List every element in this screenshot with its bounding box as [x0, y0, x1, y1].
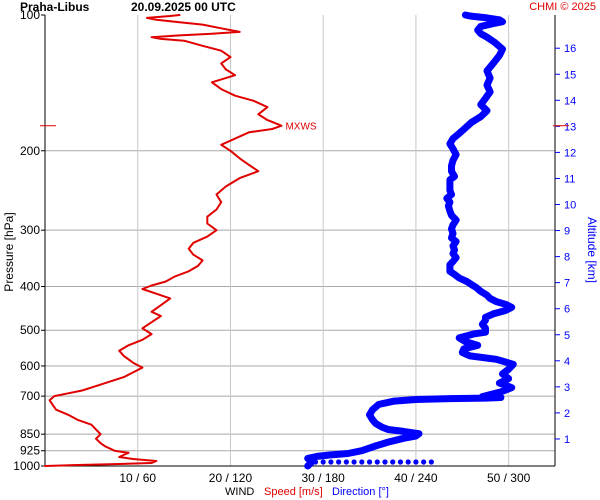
altitude-tick-label: 7	[564, 278, 570, 290]
altitude-tick-label: 11	[564, 173, 575, 185]
wind-tick-label: 20 / 120	[209, 471, 253, 485]
pressure-tick-label: 850	[20, 427, 40, 441]
pressure-tick-label: 300	[20, 223, 40, 237]
pressure-tick-label: 100	[20, 8, 40, 22]
altitude-tick-label: 4	[564, 356, 570, 368]
axes-frame	[44, 15, 556, 467]
pressure-tick-label: 600	[20, 359, 40, 373]
altitude-tick-label: 5	[564, 330, 570, 342]
direction-marker	[390, 459, 396, 465]
direction-marker	[405, 459, 411, 465]
series-layer	[44, 11, 517, 470]
pressure-tick-label: 1000	[13, 459, 40, 473]
wind-title: WIND	[225, 486, 254, 498]
direction-legend-label: Direction [°]	[332, 486, 389, 498]
altitude-tick-label: 12	[564, 147, 576, 159]
pressure-axis-title: Pressure [hPa]	[2, 212, 16, 291]
altitude-tick-label: 16	[564, 43, 576, 55]
altitude-tick-label: 14	[564, 95, 576, 107]
direction-marker	[343, 459, 349, 465]
direction-marker	[336, 459, 342, 465]
wind-tick-label: 50 / 300	[487, 471, 531, 485]
altitude-tick-label: 1	[564, 434, 570, 446]
axis-titles: Pressure [hPa] Altitude [km] WIND Speed [m/…	[2, 212, 599, 498]
mxws-annotation: MXWS	[40, 122, 569, 133]
direction-marker	[320, 459, 326, 465]
pressure-tick-label: 400	[20, 280, 40, 294]
pressure-tick-label: 200	[20, 144, 40, 158]
altitude-tick-label: 15	[564, 69, 576, 81]
pressure-tick-label: 500	[20, 323, 40, 337]
altitude-axis-title: Altitude [km]	[585, 217, 599, 283]
altitude-tick-label: 10	[564, 200, 576, 212]
direction-marker	[359, 459, 365, 465]
direction-marker	[397, 459, 404, 465]
altitude-tick-label: 13	[564, 121, 576, 133]
wind-axis: 10 / 60 20 / 120 30 / 180 40 / 240 50 / 300	[119, 471, 530, 485]
mxws-label: MXWS	[285, 122, 316, 133]
direction-marker	[374, 459, 380, 465]
altitude-tick-label: 2	[564, 408, 570, 420]
wind-tick-label: 30 / 180	[301, 471, 345, 485]
surface-direction-markers	[312, 459, 434, 465]
direction-marker	[413, 459, 419, 465]
credit-label: CHMI © 2025	[529, 1, 596, 13]
altitude-tick-label: 8	[564, 252, 570, 264]
direction-marker	[428, 459, 434, 465]
direction-marker	[328, 459, 334, 465]
altitude-tick-label: 6	[564, 304, 570, 316]
altitude-tick-label: 3	[564, 382, 570, 394]
speed-legend-label: Speed [m/s]	[264, 486, 323, 498]
pressure-tick-label: 700	[20, 389, 40, 403]
direction-marker	[421, 459, 427, 465]
direction-marker	[382, 459, 388, 465]
direction-marker	[366, 459, 373, 465]
direction-marker	[351, 459, 357, 465]
direction-marker	[312, 459, 319, 465]
direction-line	[304, 11, 517, 470]
pressure-tick-label: 925	[20, 444, 40, 458]
wind-tick-label: 10 / 60	[119, 471, 156, 485]
sounding-datetime: 20.09.2025 00 UTC	[131, 0, 236, 14]
station-name: Praha-Libus	[20, 0, 90, 14]
wind-tick-label: 40 / 240	[394, 471, 438, 485]
altitude-tick-label: 9	[564, 226, 570, 238]
speed-line	[44, 14, 283, 467]
